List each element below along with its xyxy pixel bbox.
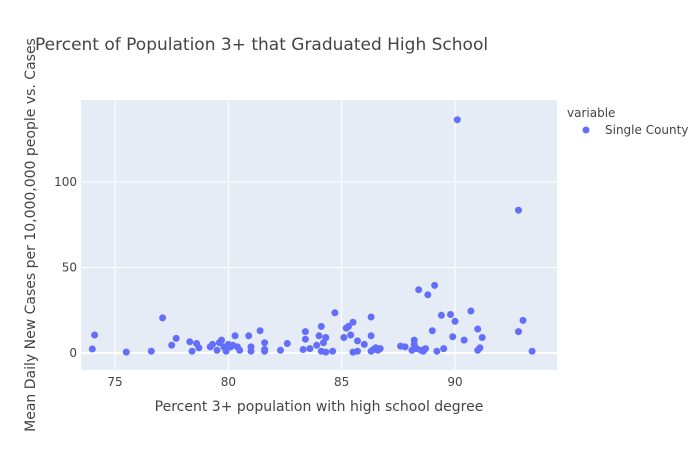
data-point[interactable] — [168, 341, 176, 349]
data-point[interactable] — [415, 286, 423, 294]
data-point[interactable] — [322, 334, 330, 341]
data-point[interactable] — [476, 344, 484, 352]
data-point[interactable] — [474, 325, 482, 333]
data-point[interactable] — [340, 334, 348, 341]
data-point[interactable] — [360, 340, 368, 348]
data-point[interactable] — [528, 347, 536, 355]
data-point[interactable] — [261, 339, 269, 347]
data-point[interactable] — [245, 332, 253, 340]
data-point[interactable] — [349, 318, 357, 326]
legend-marker-single-county — [582, 126, 590, 134]
data-point[interactable] — [449, 333, 457, 341]
data-point[interactable] — [376, 345, 384, 353]
y-tick-label: 50 — [62, 260, 77, 274]
data-point[interactable] — [515, 328, 522, 336]
data-point[interactable] — [188, 347, 196, 355]
data-point[interactable] — [313, 341, 321, 349]
data-point[interactable] — [345, 322, 352, 330]
data-point[interactable] — [231, 332, 239, 340]
data-point[interactable] — [317, 322, 325, 330]
data-point[interactable] — [315, 332, 323, 340]
data-point[interactable] — [236, 346, 244, 354]
data-point[interactable] — [329, 347, 337, 355]
x-axis-title: Percent 3+ population with high school d… — [155, 399, 484, 415]
data-point[interactable] — [299, 346, 307, 353]
x-tick-label: 75 — [107, 375, 122, 389]
data-point[interactable] — [428, 327, 436, 335]
data-point[interactable] — [88, 345, 96, 353]
data-point[interactable] — [306, 345, 314, 353]
data-point[interactable] — [322, 348, 330, 356]
data-point[interactable] — [122, 348, 130, 356]
x-tick-labels: 75 80 85 90 — [107, 375, 462, 389]
data-point[interactable] — [213, 346, 221, 354]
data-point[interactable] — [453, 116, 461, 124]
data-point[interactable] — [91, 331, 99, 339]
legend[interactable]: variable Single County — [567, 106, 688, 137]
data-point[interactable] — [410, 336, 418, 344]
data-point[interactable] — [433, 347, 441, 355]
legend-label-single-county[interactable]: Single County — [605, 123, 688, 137]
data-point[interactable] — [478, 334, 486, 341]
data-point[interactable] — [515, 206, 522, 214]
vertical-gridlines — [114, 100, 456, 370]
data-point[interactable] — [247, 347, 255, 355]
y-tick-label: 0 — [69, 346, 77, 360]
data-point[interactable] — [447, 311, 454, 318]
data-point[interactable] — [172, 334, 180, 342]
data-point[interactable] — [431, 281, 439, 289]
data-point[interactable] — [301, 328, 309, 336]
y-tick-labels: 0 50 100 — [54, 175, 77, 360]
chart-title: Percent of Population 3+ that Graduated … — [35, 35, 488, 55]
data-point[interactable] — [519, 316, 527, 324]
x-tick-label: 85 — [334, 375, 349, 389]
data-point[interactable] — [331, 309, 339, 317]
data-point[interactable] — [467, 307, 475, 315]
data-point[interactable] — [401, 343, 409, 351]
data-point[interactable] — [367, 313, 375, 321]
data-point[interactable] — [256, 327, 264, 335]
data-point[interactable] — [354, 347, 361, 355]
data-point[interactable] — [222, 347, 230, 355]
y-axis-title: Mean Daily New Cases per 10,000,000 peop… — [23, 38, 39, 432]
x-tick-label: 90 — [447, 375, 462, 389]
data-point[interactable] — [437, 311, 445, 319]
data-point[interactable] — [186, 338, 194, 346]
data-point[interactable] — [347, 331, 355, 339]
x-tick-label: 80 — [221, 375, 236, 389]
data-point[interactable] — [195, 344, 203, 352]
data-point[interactable] — [147, 347, 155, 355]
data-point[interactable] — [451, 317, 459, 325]
data-point[interactable] — [460, 336, 468, 344]
data-point[interactable] — [159, 314, 167, 322]
legend-title: variable — [567, 106, 615, 120]
data-point[interactable] — [367, 332, 375, 340]
data-point[interactable] — [277, 346, 284, 354]
plot-area — [81, 100, 557, 370]
data-points — [88, 116, 536, 356]
data-point[interactable] — [422, 345, 429, 353]
data-point[interactable] — [301, 335, 309, 343]
data-point[interactable] — [261, 346, 269, 353]
data-point[interactable] — [218, 336, 225, 344]
data-point[interactable] — [424, 291, 432, 299]
data-point[interactable] — [209, 340, 216, 348]
data-point[interactable] — [440, 345, 448, 353]
data-point[interactable] — [354, 337, 361, 345]
data-point[interactable] — [283, 340, 291, 347]
y-tick-label: 100 — [54, 175, 77, 189]
